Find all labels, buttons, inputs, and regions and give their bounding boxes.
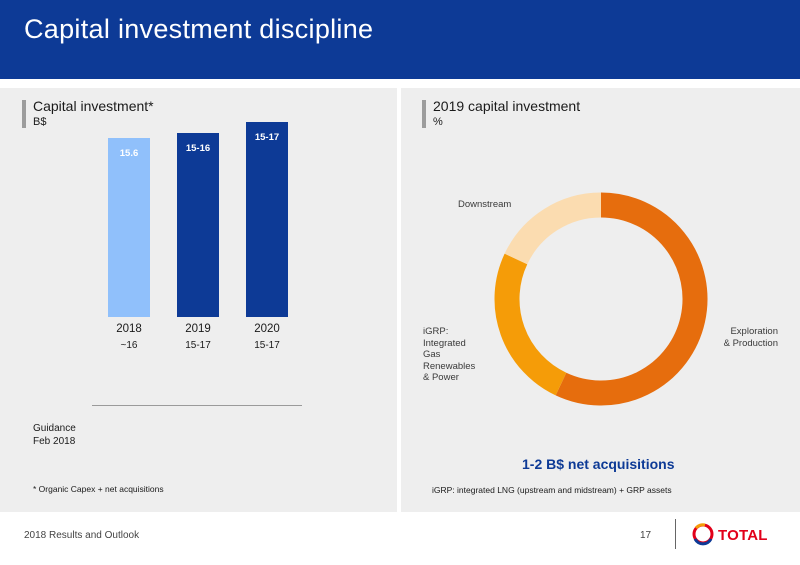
bar-value-label: 15-17: [254, 132, 280, 143]
bar-2019: [177, 133, 219, 317]
footer-text: 2018 Results and Outlook: [24, 530, 140, 541]
guidance-label-line1: Guidance: [33, 423, 76, 434]
ep-line: & Production: [723, 337, 778, 349]
panel-unit: %: [433, 116, 443, 128]
igrp-line: & Power: [423, 372, 459, 383]
bar-value-label: 15.6: [119, 148, 139, 160]
total-logo-text: TOTAL: [718, 527, 768, 544]
category-label: 2019: [185, 323, 211, 335]
igrp-line: Integrated: [423, 337, 466, 349]
range-cap-2019: [177, 133, 219, 138]
category-label: 2020: [254, 323, 280, 335]
guidance-value: 15-17: [185, 340, 211, 351]
net-acquisitions-note: 1-2 B$ net acquisitions: [522, 456, 675, 472]
category-label: 2018: [116, 323, 142, 335]
igrp-line: iGRP:: [423, 326, 449, 337]
capex-footnote: * Organic Capex + net acquisitions: [33, 484, 164, 494]
capital-investment-breakdown-panel: 2019 capital investment %: [401, 88, 800, 512]
guidance-label-line2: Feb 2018: [33, 436, 76, 447]
igrp-line: Renewables: [423, 360, 476, 372]
ep-line: Exploration: [730, 326, 778, 337]
bar-2020: [246, 122, 288, 317]
donut-segment-3: [504, 192, 602, 265]
guidance-value: ~16: [120, 340, 138, 351]
capital-investment-panel: Capital investment* B$ 15.6 2018 ~16 15-16 2…: [0, 88, 397, 512]
guidance-value: 15-17: [254, 340, 280, 351]
igrp-footnote: iGRP: integrated LNG (upstream and midst…: [432, 485, 672, 495]
donut-segment-1: [555, 192, 708, 406]
guidance-label: Guidance Feb 2018: [33, 422, 76, 448]
footer-divider: [675, 519, 676, 549]
bar-value-label: 15-16: [185, 143, 211, 155]
title-banner: Capital investment discipline: [0, 0, 800, 79]
panel-title: 2019 capital investment: [433, 98, 581, 114]
range-cap-2020: [246, 122, 288, 126]
igrp-line: Gas: [423, 349, 441, 360]
panel-marker: [22, 100, 26, 128]
panel-title: Capital investment*: [33, 98, 154, 114]
panel-unit: B$: [33, 116, 47, 128]
total-logo-icon: [692, 523, 714, 546]
segment-label-ep: Exploration & Production: [700, 326, 778, 349]
segment-label-igrp: iGRP: Integrated Gas Renewables & Power: [423, 326, 475, 384]
slide-title: Capital investment discipline: [24, 14, 374, 44]
bar-2018: [108, 138, 150, 317]
panel-marker: [422, 100, 426, 128]
x-axis-line: [92, 405, 302, 406]
segment-label-downstream: Downstream: [458, 199, 512, 210]
page-number: 17: [640, 530, 652, 541]
donut-segment-2: [494, 253, 567, 396]
